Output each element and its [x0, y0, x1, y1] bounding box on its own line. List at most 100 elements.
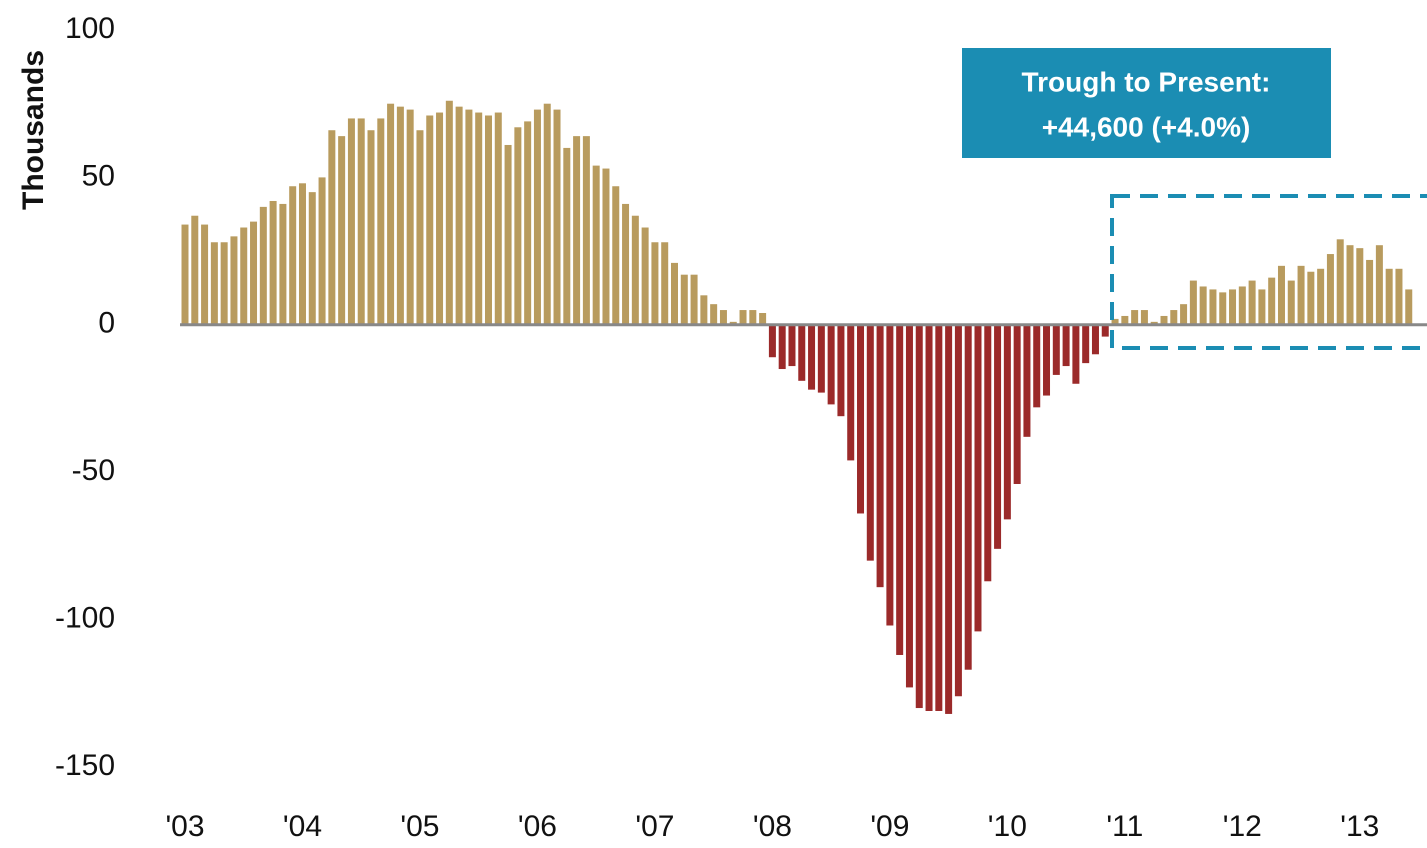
bar: [866, 324, 874, 561]
bar: [191, 215, 199, 325]
x-tick-label: '06: [518, 810, 557, 843]
bar: [1072, 324, 1080, 384]
bar: [1023, 324, 1031, 437]
bar: [1062, 324, 1070, 367]
bar: [1317, 268, 1325, 325]
bar: [719, 310, 727, 325]
bar: [1052, 324, 1060, 375]
x-tick-label: '09: [870, 810, 909, 843]
bar: [651, 242, 659, 325]
bar: [1219, 292, 1227, 325]
bar: [631, 215, 639, 325]
bar: [954, 324, 962, 697]
bar: [847, 324, 855, 461]
annotation-box: [962, 48, 1331, 158]
bar: [710, 304, 718, 325]
bar: [289, 186, 297, 325]
y-tick-label: -50: [72, 454, 115, 487]
bar: [837, 324, 845, 417]
bar: [964, 324, 972, 670]
bar: [475, 112, 483, 325]
bar: [1248, 280, 1256, 325]
bar: [230, 236, 238, 325]
bar: [1091, 324, 1099, 355]
bar: [641, 227, 649, 325]
bar: [259, 206, 267, 325]
bar: [426, 115, 434, 325]
bar: [886, 324, 894, 626]
bar: [1180, 304, 1188, 325]
bar: [328, 130, 336, 325]
x-tick-label: '05: [400, 810, 439, 843]
bar: [201, 224, 209, 325]
annotation-text: +44,600 (+4.0%): [1042, 111, 1251, 142]
bar: [592, 165, 600, 325]
x-tick-label: '11: [1106, 810, 1143, 843]
bar: [338, 136, 346, 325]
bar: [1385, 268, 1393, 325]
bar: [367, 130, 375, 325]
bar: [1209, 289, 1217, 325]
bar: [749, 310, 757, 325]
x-tick-label: '03: [165, 810, 204, 843]
bar: [1199, 286, 1207, 325]
bar: [582, 136, 590, 325]
bar: [1268, 277, 1276, 325]
bar: [1326, 254, 1334, 325]
bar: [827, 324, 835, 405]
bar: [778, 324, 786, 370]
bar: [1395, 268, 1403, 325]
bar: [347, 118, 355, 325]
bar: [279, 203, 287, 325]
bar: [357, 118, 365, 325]
bar: [436, 112, 444, 325]
bar: [739, 310, 747, 325]
bar: [1277, 265, 1285, 325]
bar: [768, 324, 776, 358]
bar: [533, 109, 541, 325]
bar: [484, 115, 492, 325]
bar: [808, 324, 816, 390]
bar: [935, 324, 943, 711]
bar: [1307, 271, 1315, 325]
bar: [1082, 324, 1090, 364]
bar: [494, 112, 502, 325]
bar: [465, 109, 473, 325]
bar: [1140, 310, 1148, 325]
bar: [945, 324, 953, 714]
bar: [220, 242, 228, 325]
bar: [661, 242, 669, 325]
bar: [925, 324, 933, 711]
bar: [1258, 289, 1266, 325]
bar: [1003, 324, 1011, 520]
bar: [876, 324, 884, 588]
x-tick-label: '07: [635, 810, 674, 843]
bar: [915, 324, 923, 709]
y-tick-label: -100: [55, 602, 115, 635]
bar: [1013, 324, 1021, 484]
bar: [181, 224, 189, 325]
bar: [1375, 245, 1383, 325]
bar: [1033, 324, 1041, 408]
bar: [504, 144, 512, 325]
bar: [416, 130, 424, 325]
y-tick-label: 100: [65, 12, 115, 45]
bar: [269, 200, 277, 325]
bar: [1405, 289, 1413, 325]
x-tick-label: '13: [1340, 810, 1379, 843]
bar: [994, 324, 1002, 549]
y-tick-label: 0: [98, 307, 115, 340]
bar: [788, 324, 796, 367]
x-tick-label: '04: [283, 810, 322, 843]
bar: [798, 324, 806, 381]
y-tick-label: -150: [55, 749, 115, 782]
bar: [573, 136, 581, 325]
bar: [514, 127, 522, 325]
bar: [1238, 286, 1246, 325]
bar: [524, 121, 532, 325]
bar: [690, 274, 698, 325]
bar: [1356, 248, 1364, 325]
y-tick-label: 50: [82, 159, 115, 192]
x-tick-label: '12: [1223, 810, 1262, 843]
